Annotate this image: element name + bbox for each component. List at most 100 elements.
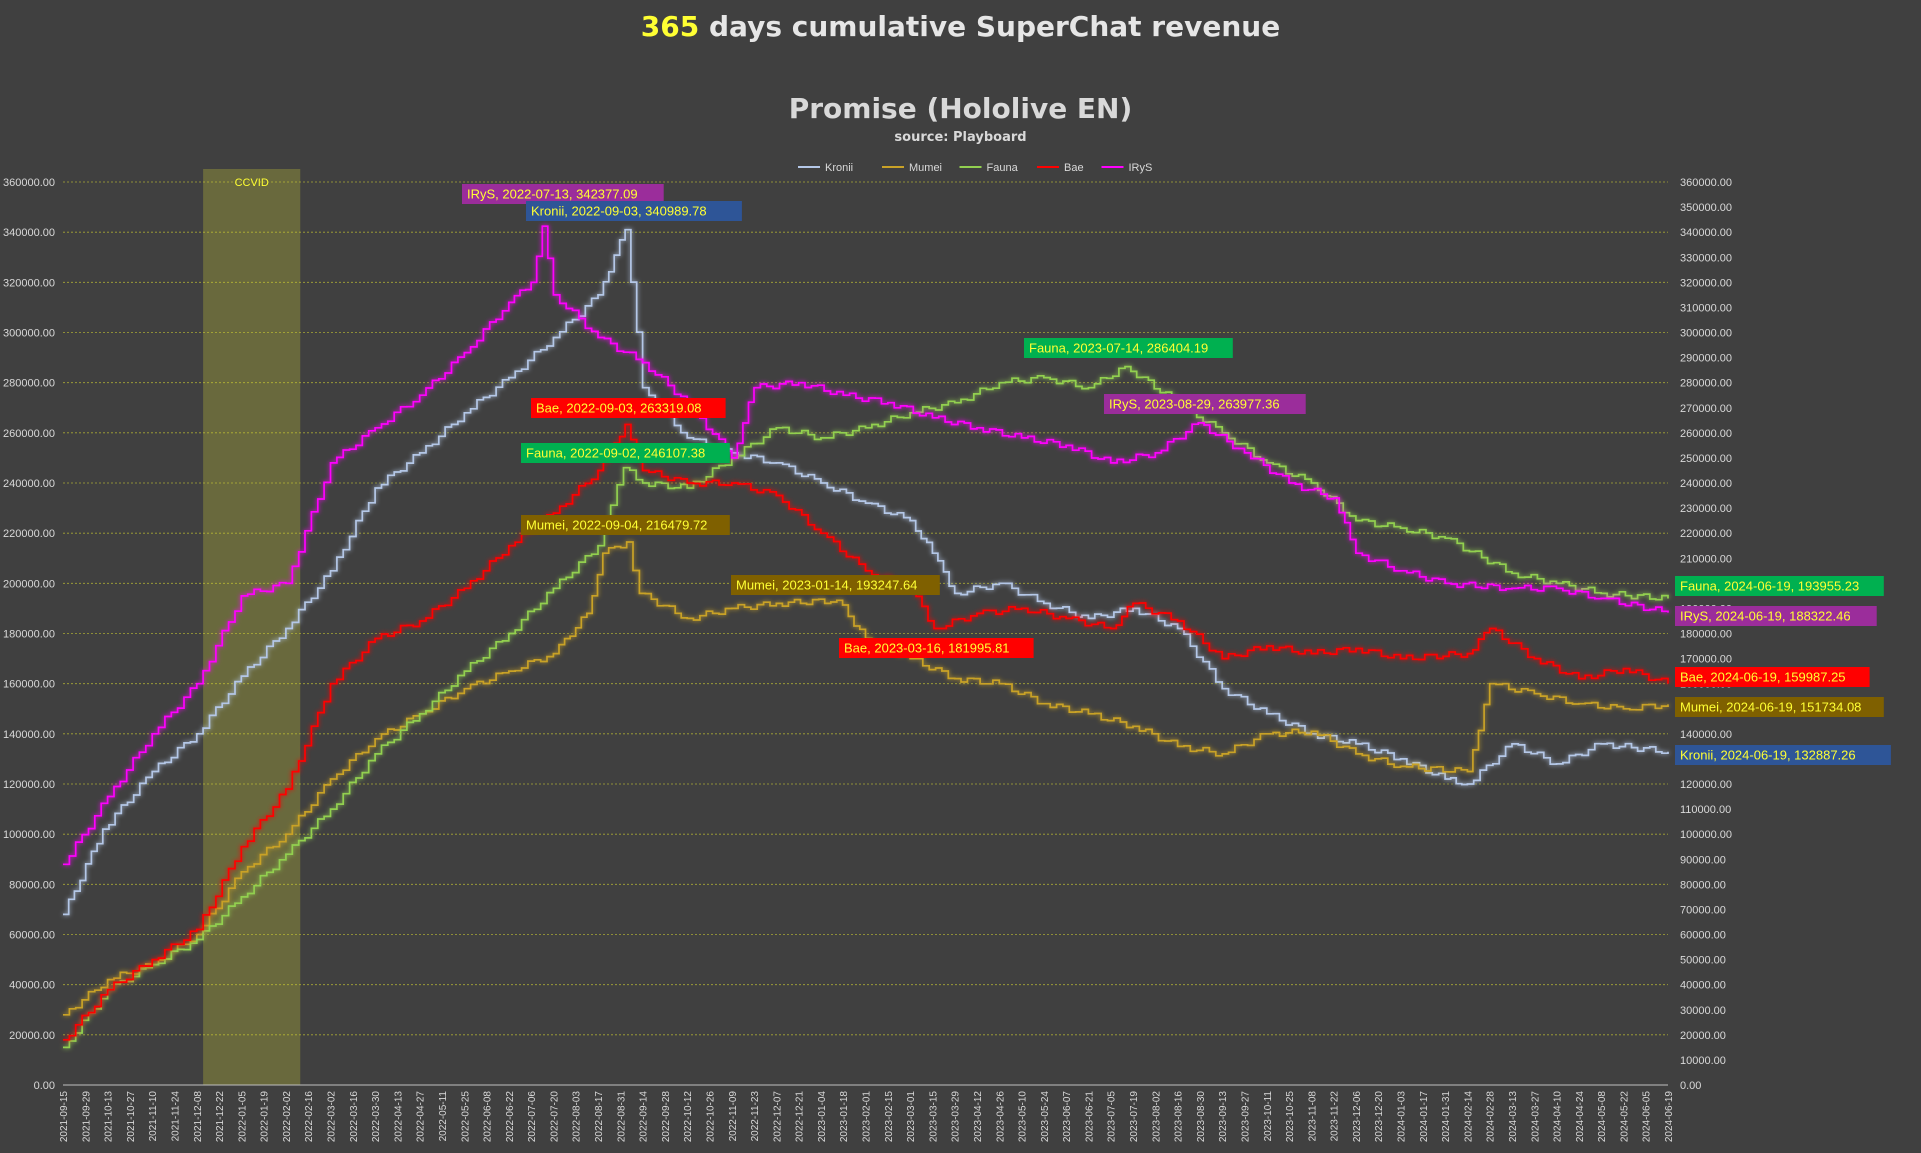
x-tick: 2023-06-21 xyxy=(1084,1091,1095,1143)
annotation-text: Bae, 2023-03-16, 181995.81 xyxy=(844,641,1010,656)
y-tick-right: 210000.00 xyxy=(1680,553,1732,565)
x-tick: 2024-01-31 xyxy=(1441,1091,1452,1143)
x-tick: 2023-12-06 xyxy=(1352,1091,1363,1143)
annotation-bg xyxy=(462,184,664,204)
y-tick-right: 60000.00 xyxy=(1680,930,1726,942)
x-tick: 2022-01-19 xyxy=(260,1091,271,1143)
x-tick: 2021-12-08 xyxy=(193,1091,204,1143)
x-tick: 2022-12-21 xyxy=(795,1091,806,1143)
x-tick: 2022-05-25 xyxy=(460,1091,471,1143)
y-tick-right: 90000.00 xyxy=(1680,854,1726,866)
y-tick-right: 300000.00 xyxy=(1680,328,1732,340)
annotation-bg xyxy=(1675,667,1870,687)
x-tick: 2024-02-14 xyxy=(1463,1091,1474,1143)
x-tick: 2022-10-26 xyxy=(705,1091,716,1143)
annotation-text: Mumei, 2023-01-14, 193247.64 xyxy=(736,578,917,593)
y-tick-right: 120000.00 xyxy=(1680,779,1732,791)
x-tick: 2023-11-22 xyxy=(1330,1091,1341,1142)
x-tick: 2023-04-26 xyxy=(995,1091,1006,1143)
y-tick-left: 0.00 xyxy=(34,1080,55,1092)
annotation-text: IRyS, 2023-08-29, 263977.36 xyxy=(1109,397,1280,412)
annotation-bg xyxy=(526,201,742,221)
x-tick: 2022-09-14 xyxy=(639,1091,650,1143)
y-tick-right: 270000.00 xyxy=(1680,403,1732,415)
annotation-text: Fauna, 2024-06-19, 193955.23 xyxy=(1680,579,1859,594)
y-tick-right: 10000.00 xyxy=(1680,1055,1726,1067)
annotation-text: Bae, 2022-09-03, 263319.08 xyxy=(536,401,702,416)
x-tick: 2021-11-10 xyxy=(148,1091,159,1142)
y-tick-left: 300000.00 xyxy=(3,328,55,340)
y-tick-left: 320000.00 xyxy=(3,277,55,289)
x-tick: 2024-01-03 xyxy=(1397,1091,1408,1143)
y-tick-right: 80000.00 xyxy=(1680,879,1726,891)
grid xyxy=(63,181,1668,1086)
y-tick-left: 160000.00 xyxy=(3,679,55,691)
x-tick: 2022-03-02 xyxy=(327,1091,338,1143)
y-tick-right: 110000.00 xyxy=(1680,804,1731,816)
x-tick: 2022-07-20 xyxy=(549,1091,560,1143)
y-tick-right: 260000.00 xyxy=(1680,428,1732,440)
y-tick-right: 50000.00 xyxy=(1680,955,1726,967)
x-tick: 2023-04-12 xyxy=(973,1091,984,1143)
y-tick-right: 220000.00 xyxy=(1680,528,1732,540)
y-tick-right: 340000.00 xyxy=(1680,227,1732,239)
legend-entry: IRyS xyxy=(1129,162,1153,174)
y-tick-right: 40000.00 xyxy=(1680,980,1726,992)
x-tick: 2022-04-13 xyxy=(393,1091,404,1143)
annotation-label: Mumei, 2023-01-14, 193247.64 xyxy=(731,575,940,595)
annotation-bg xyxy=(521,515,730,535)
x-tick: 2024-03-27 xyxy=(1530,1091,1541,1143)
x-tick: 2024-02-28 xyxy=(1486,1091,1497,1143)
x-tick: 2023-07-19 xyxy=(1129,1091,1140,1143)
y-tick-left: 340000.00 xyxy=(3,227,55,239)
y-tick-left: 360000.00 xyxy=(3,177,55,189)
x-tick: 2024-01-17 xyxy=(1419,1091,1430,1143)
legend: Kronii Mumei Fauna Bae IRyS xyxy=(798,162,1152,174)
y-tick-left: 80000.00 xyxy=(9,879,55,891)
annotation-bg xyxy=(839,638,1034,658)
x-tick: 2022-04-27 xyxy=(416,1091,427,1143)
x-tick: 2021-12-22 xyxy=(215,1091,226,1143)
annotation-text: Bae, 2024-06-19, 159987.25 xyxy=(1680,670,1846,685)
x-tick: 2023-01-04 xyxy=(817,1091,828,1143)
y-tick-right: 280000.00 xyxy=(1680,378,1732,390)
x-tick: 2021-10-13 xyxy=(104,1091,115,1143)
y-tick-right: 70000.00 xyxy=(1680,904,1726,916)
chart-title: Promise (Hololive EN) xyxy=(788,92,1133,125)
annotation-bg xyxy=(731,575,940,595)
x-tick: 2022-08-17 xyxy=(594,1091,605,1143)
x-tick: 2022-03-30 xyxy=(371,1091,382,1143)
annotation-label: IRyS, 2023-08-29, 263977.36 xyxy=(1104,394,1306,414)
x-tick: 2023-05-24 xyxy=(1040,1091,1051,1143)
x-tick: 2024-06-05 xyxy=(1642,1091,1653,1143)
annotation-label: Mumei, 2022-09-04, 216479.72 xyxy=(521,515,730,535)
annotation-bg xyxy=(1675,606,1877,626)
x-tick: 2022-05-11 xyxy=(438,1091,449,1142)
series-line-kronii xyxy=(63,228,1669,916)
x-tick: 2023-10-25 xyxy=(1285,1091,1296,1143)
y-tick-right: 140000.00 xyxy=(1680,729,1732,741)
annotation-label: IRyS, 2022-07-13, 342377.09 xyxy=(462,184,664,204)
annotation-label: Fauna, 2024-06-19, 193955.23 xyxy=(1675,576,1884,596)
annotation-label: Bae, 2022-09-03, 263319.08 xyxy=(531,398,726,418)
shaded-region-label: CCVID xyxy=(235,177,269,189)
y-tick-right: 0.00 xyxy=(1680,1080,1701,1092)
y-tick-left: 220000.00 xyxy=(3,528,55,540)
legend-entry: Mumei xyxy=(909,162,942,174)
series-line-bae xyxy=(63,423,1669,1041)
x-tick: 2022-01-05 xyxy=(237,1091,248,1143)
x-tick: 2022-12-07 xyxy=(772,1091,783,1143)
annotation-label: Bae, 2024-06-19, 159987.25 xyxy=(1675,667,1870,687)
annotation-label: Kronii, 2024-06-19, 132887.26 xyxy=(1675,745,1891,765)
x-tick: 2023-03-29 xyxy=(951,1091,962,1143)
x-tick: 2022-11-23 xyxy=(750,1091,761,1142)
y-tick-left: 240000.00 xyxy=(3,478,55,490)
x-tick: 2023-09-27 xyxy=(1240,1091,1251,1143)
y-tick-right: 250000.00 xyxy=(1680,453,1732,465)
legend-entry: Fauna xyxy=(987,162,1019,174)
x-tick: 2023-10-11 xyxy=(1263,1091,1274,1142)
y-tick-right: 100000.00 xyxy=(1680,829,1732,841)
x-tick: 2023-02-15 xyxy=(884,1091,895,1143)
y-tick-right: 310000.00 xyxy=(1680,302,1732,314)
annotation-bg xyxy=(521,443,730,463)
